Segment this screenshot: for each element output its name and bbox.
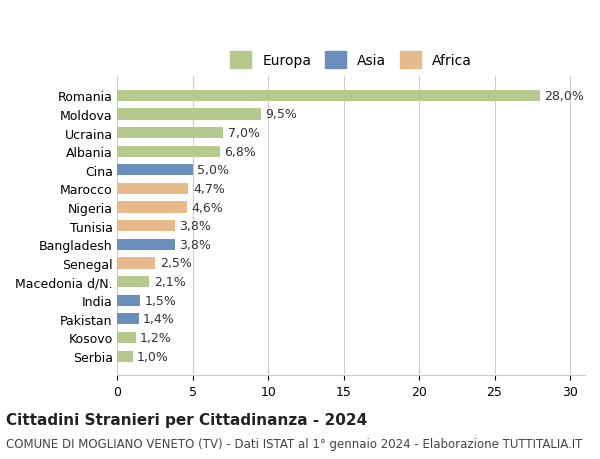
Text: 1,2%: 1,2% <box>140 331 172 344</box>
Text: COMUNE DI MOGLIANO VENETO (TV) - Dati ISTAT al 1° gennaio 2024 - Elaborazione TU: COMUNE DI MOGLIANO VENETO (TV) - Dati IS… <box>6 437 583 450</box>
Text: 28,0%: 28,0% <box>544 90 584 102</box>
Text: 1,4%: 1,4% <box>143 313 175 325</box>
Text: 3,8%: 3,8% <box>179 238 211 251</box>
Bar <box>118 146 220 157</box>
Text: Cittadini Stranieri per Cittadinanza - 2024: Cittadini Stranieri per Cittadinanza - 2… <box>6 412 367 427</box>
Text: 6,8%: 6,8% <box>224 146 256 158</box>
Bar <box>118 90 540 101</box>
Bar <box>118 184 188 195</box>
Legend: Europa, Asia, Africa: Europa, Asia, Africa <box>223 45 479 76</box>
Text: 1,5%: 1,5% <box>145 294 176 307</box>
Text: 7,0%: 7,0% <box>227 127 260 140</box>
Bar <box>118 351 133 362</box>
Text: 9,5%: 9,5% <box>265 108 297 121</box>
Text: 1,0%: 1,0% <box>137 350 169 363</box>
Bar <box>118 128 223 139</box>
Text: 2,5%: 2,5% <box>160 257 191 270</box>
Bar <box>118 221 175 232</box>
Text: 2,1%: 2,1% <box>154 275 185 288</box>
Text: 4,6%: 4,6% <box>191 201 223 214</box>
Text: 5,0%: 5,0% <box>197 164 229 177</box>
Text: 4,7%: 4,7% <box>193 183 225 196</box>
Text: 3,8%: 3,8% <box>179 220 211 233</box>
Bar <box>118 332 136 343</box>
Bar <box>118 109 261 120</box>
Bar <box>118 202 187 213</box>
Bar <box>118 165 193 176</box>
Bar <box>118 313 139 325</box>
Bar <box>118 258 155 269</box>
Bar <box>118 276 149 287</box>
Bar <box>118 239 175 250</box>
Bar <box>118 295 140 306</box>
